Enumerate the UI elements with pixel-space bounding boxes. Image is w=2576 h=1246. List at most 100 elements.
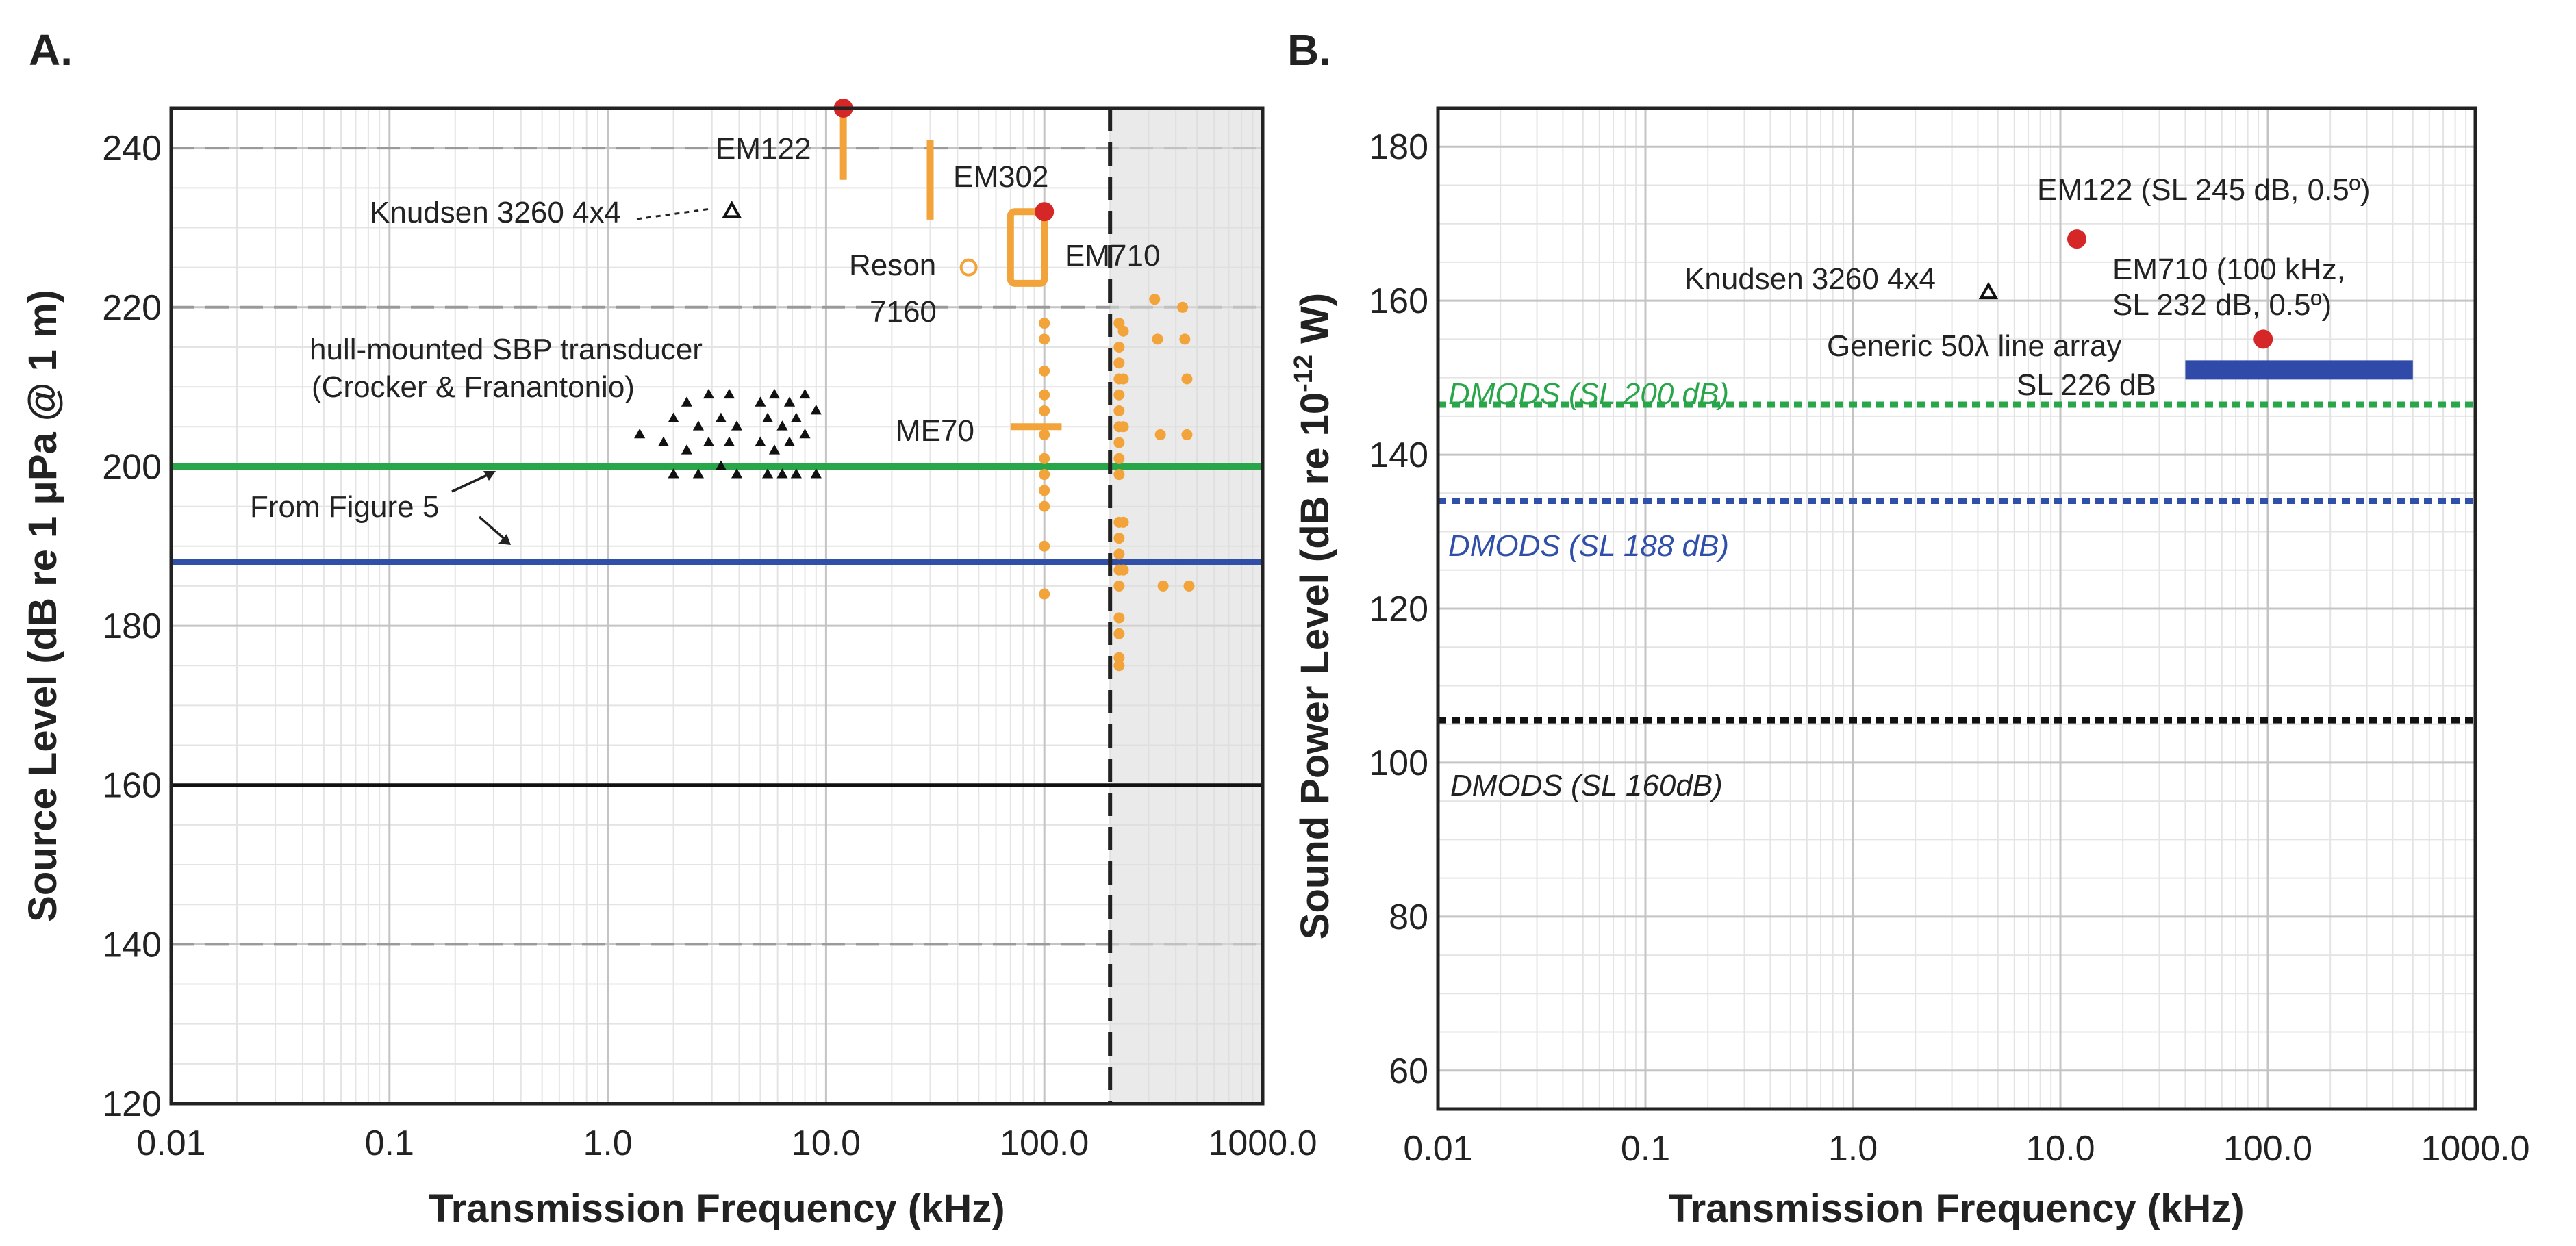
- label-me70: ME70: [896, 414, 974, 448]
- label-hull-mounted: hull-mounted SBP transducer: [310, 333, 703, 366]
- from-fig-arrow-blue: [478, 516, 508, 542]
- label-em122-a: EM122: [716, 132, 811, 166]
- point-hullmounted: [810, 405, 822, 415]
- panel-b-x-tick-label: 1.0: [1828, 1129, 1878, 1169]
- point-me70: [1039, 453, 1050, 464]
- point-hullmounted: [790, 468, 802, 479]
- point-mbes: [1113, 453, 1125, 464]
- from-fig-arrowhead-blue: [498, 534, 511, 545]
- point-me70: [1039, 500, 1050, 512]
- panel-a-x-tick-label: 1000.0: [1208, 1123, 1317, 1163]
- panel-a-reference-lines: [171, 108, 1263, 1104]
- point-mbes: [1152, 333, 1163, 345]
- point-mbes: [1113, 533, 1125, 544]
- panel-a-y-tick-label: 220: [102, 288, 162, 328]
- point-hullmounted: [755, 396, 766, 407]
- point-hullmounted: [810, 468, 822, 479]
- point-knudsen-a: [722, 201, 742, 218]
- point-hullmounted: [692, 420, 704, 431]
- panel-b-tick-labels: 0.01 0.1 1.0 10.0 100.0 1000.0 60 80 100 120 140 16…: [1369, 127, 2529, 1169]
- point-me70: [1039, 588, 1050, 600]
- panel-a-label: A.: [29, 25, 73, 75]
- point-hullmounted: [692, 468, 704, 479]
- panel-a-y-tick-label: 240: [102, 129, 162, 168]
- panel-a-chart: A. 0.01 0.1 1.0 10.0 100.0 1000.0 120 140 160 180…: [21, 25, 1317, 1231]
- point-hullmounted: [703, 436, 715, 446]
- label-dmods-160: DMODS (SL 160dB): [1450, 769, 1723, 802]
- point-hullmounted: [657, 436, 670, 446]
- point-mbes: [1117, 421, 1129, 433]
- label-from-figure-5: From Figure 5: [250, 490, 439, 524]
- point-hullmounted: [723, 436, 735, 446]
- point-mbes: [1113, 389, 1125, 400]
- point-hullmounted: [790, 412, 802, 423]
- label-dmods-200: DMODS (SL 200 dB): [1448, 377, 1729, 411]
- panel-b-label: B.: [1287, 25, 1331, 75]
- point-mbes: [1117, 373, 1129, 385]
- panel-b-y-tick-label: 160: [1369, 281, 1428, 321]
- point-mbes: [1113, 437, 1125, 448]
- point-me70: [1039, 365, 1050, 377]
- label-dmods-188: DMODS (SL 188 dB): [1448, 529, 1729, 563]
- label-em302: EM302: [953, 160, 1048, 194]
- panel-b-x-tick-label: 1000.0: [2421, 1129, 2529, 1169]
- panel-b-x-tick-label: 0.1: [1621, 1129, 1670, 1169]
- panel-b-grid: [1437, 107, 2477, 1110]
- point-hullmounted: [768, 444, 781, 455]
- point-mbes: [1113, 628, 1125, 639]
- point-hullmounted: [668, 468, 679, 479]
- point-mbes: [1179, 333, 1191, 345]
- point-hullmounted: [703, 388, 715, 399]
- panel-b-chart: B. 0.01 0.1 1.0 10.0 100.0 1000.0 60 80 100 120 14…: [1287, 25, 2530, 1231]
- panel-a-frame: [169, 106, 1265, 1106]
- point-hullmounted: [723, 388, 735, 399]
- panel-b-y-tick-label: 100: [1369, 743, 1428, 783]
- point-hullmounted: [668, 412, 679, 423]
- point-hullmounted: [731, 420, 743, 431]
- point-knudsen-b: [1978, 281, 1999, 300]
- panel-a-y-tick-label: 120: [102, 1084, 162, 1124]
- panel-b-y-tick-label: 60: [1389, 1052, 1428, 1091]
- point-hullmounted: [681, 444, 693, 455]
- point-mbes: [1113, 469, 1125, 481]
- point-hullmounted: [715, 460, 727, 470]
- panel-b-x-tick-label: 10.0: [2025, 1129, 2095, 1169]
- panel-b-x-axis-title: Transmission Frequency (kHz): [1668, 1186, 2244, 1231]
- point-mbes: [1149, 294, 1161, 305]
- point-reson-7160: [959, 258, 978, 277]
- label-reson-model: 7160: [870, 295, 937, 329]
- bar-generic-line-array: [2185, 360, 2413, 380]
- point-mbes: [1157, 580, 1169, 592]
- from-fig-arrowhead-green: [483, 471, 496, 481]
- point-hullmounted: [783, 396, 796, 407]
- point-mbes: [1117, 325, 1129, 337]
- point-mbes: [1177, 301, 1189, 313]
- point-hullmounted: [761, 468, 774, 479]
- panel-b-y-axis-title-sup: -12: [1289, 355, 1318, 392]
- panel-b-y-tick-label: 80: [1389, 898, 1428, 937]
- range-em710: [1007, 208, 1048, 287]
- panel-b-y-axis-title-main: Sound Power Level (dB re 10: [1293, 392, 1337, 939]
- point-hullmounted: [783, 436, 796, 446]
- label-generic-array-line1: Generic 50λ line array: [1827, 329, 2121, 363]
- point-mbes: [1113, 405, 1125, 417]
- panel-a-x-tick-label: 1.0: [583, 1123, 632, 1163]
- point-hullmounted: [634, 428, 646, 439]
- point-hullmounted: [681, 396, 693, 407]
- panel-b-reference-lines: [1438, 401, 2475, 724]
- point-mbes: [1113, 580, 1125, 592]
- point-mbes: [1113, 548, 1125, 560]
- point-mbes: [1117, 516, 1129, 528]
- panel-b-y-tick-label: 120: [1369, 589, 1428, 629]
- point-em710-a: [1035, 202, 1055, 222]
- point-em710-b: [2253, 329, 2273, 349]
- panel-a-y-tick-label: 180: [102, 607, 162, 646]
- point-me70: [1039, 318, 1050, 329]
- panel-a-y-tick-label: 160: [102, 766, 162, 806]
- point-hullmounted: [776, 420, 788, 431]
- point-me70: [1039, 540, 1050, 552]
- point-mbes: [1113, 612, 1125, 624]
- point-me70: [1039, 389, 1050, 400]
- label-knudsen-a: Knudsen 3260 4x4: [370, 196, 621, 229]
